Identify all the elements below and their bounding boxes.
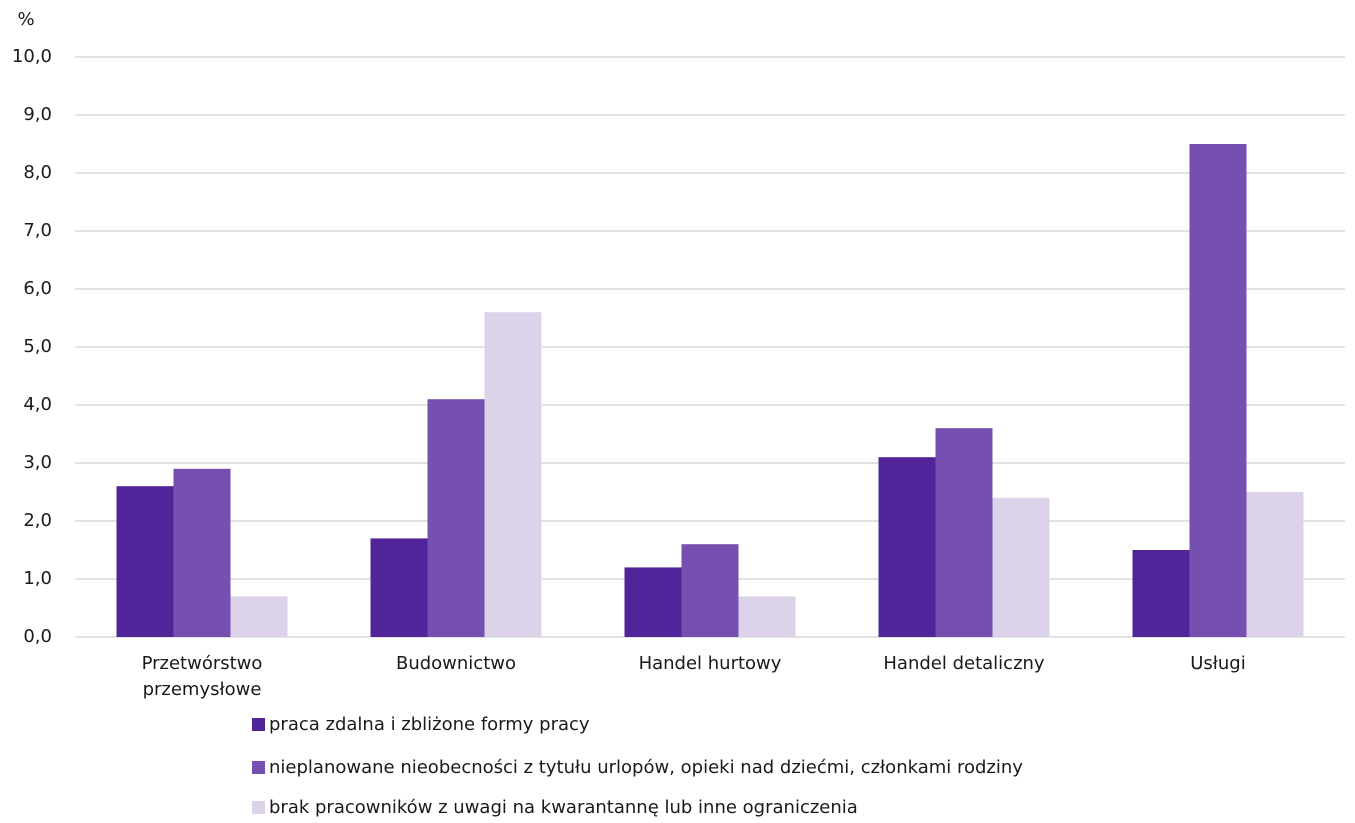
bar (878, 457, 936, 637)
legend-swatch (252, 718, 265, 731)
x-tick-label: Handel hurtowy (638, 653, 782, 674)
bar (1132, 550, 1190, 637)
bar (624, 567, 682, 637)
y-tick-label: 4,0 (23, 394, 52, 415)
bar (992, 497, 1050, 637)
x-tick-label: Usługi (1190, 653, 1246, 674)
y-tick-label: 1,0 (23, 568, 52, 589)
bar (1189, 144, 1247, 637)
bar (1246, 492, 1304, 637)
legend-swatch (252, 801, 265, 814)
legend-item: praca zdalna i zbliżone formy pracy (252, 714, 590, 735)
legend-item: nieplanowane nieobecności z tytułu urlop… (252, 757, 1023, 778)
bar (230, 596, 288, 637)
x-tick-label: Budownictwo (395, 653, 516, 674)
legend-swatch (252, 761, 265, 774)
y-tick-label: 0,0 (23, 626, 52, 647)
legend-item: brak pracowników z uwagi na kwarantannę … (252, 797, 858, 818)
y-tick-label: 9,0 (23, 104, 52, 125)
bar (173, 468, 231, 637)
legend-label: brak pracowników z uwagi na kwarantannę … (269, 797, 858, 818)
x-tick-label: Przetwórstwo przemysłowe (141, 653, 263, 700)
bar (427, 399, 485, 637)
bar (738, 596, 796, 637)
legend-label: nieplanowane nieobecności z tytułu urlop… (269, 757, 1023, 778)
y-tick-label: 10,0 (12, 46, 52, 67)
y-tick-label: 7,0 (23, 220, 52, 241)
bar (116, 486, 174, 637)
bar (370, 538, 428, 637)
bar (681, 544, 739, 637)
y-tick-label: 8,0 (23, 162, 52, 183)
y-axis-label: % (17, 9, 34, 30)
y-tick-label: 3,0 (23, 452, 52, 473)
x-tick-label: Handel detaliczny (883, 653, 1045, 674)
y-tick-label: 6,0 (23, 278, 52, 299)
y-tick-label: 5,0 (23, 336, 52, 357)
y-tick-label: 2,0 (23, 510, 52, 531)
legend-label: praca zdalna i zbliżone formy pracy (269, 714, 590, 735)
bar (935, 428, 993, 637)
bar (484, 312, 542, 637)
